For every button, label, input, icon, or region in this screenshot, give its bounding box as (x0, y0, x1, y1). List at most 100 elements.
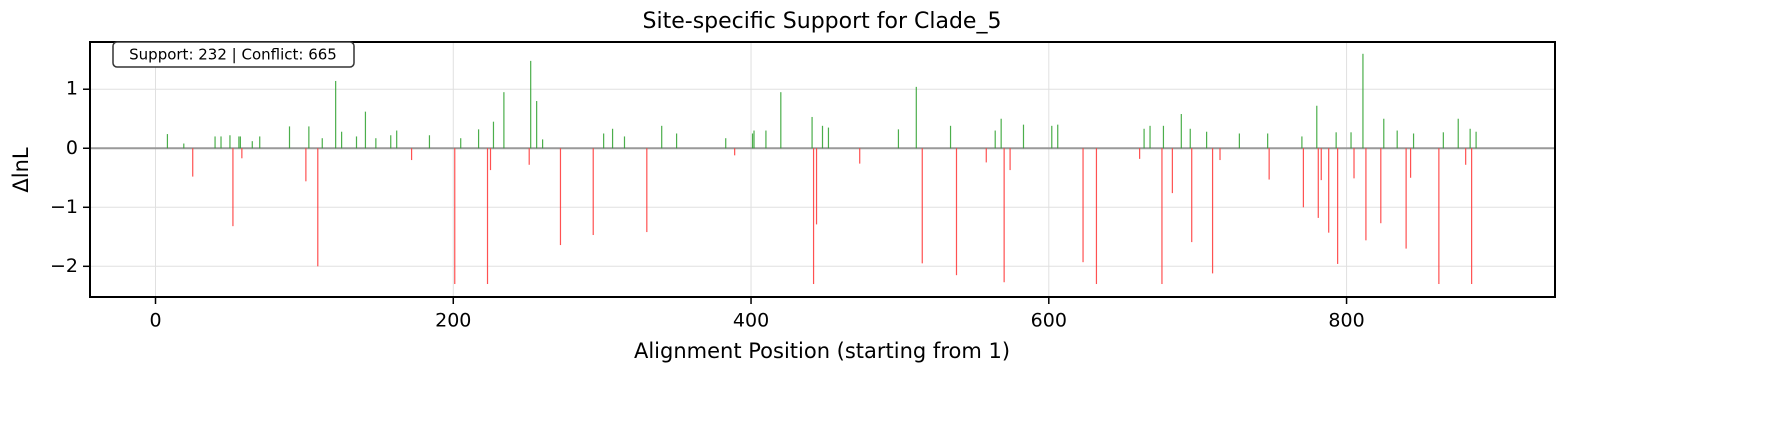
bar (375, 138, 377, 149)
bar (166, 134, 169, 149)
bar (915, 86, 917, 149)
bar (1189, 128, 1191, 149)
bar (1219, 148, 1221, 161)
bar (259, 136, 261, 149)
bar (955, 148, 958, 276)
bar (1139, 148, 1141, 159)
x-axis-label: Alignment Position (starting from 1) (634, 339, 1010, 363)
bar (1267, 133, 1269, 149)
bar (503, 92, 505, 149)
bar (229, 135, 231, 149)
bar (232, 148, 234, 227)
bar (1162, 125, 1165, 149)
bar (1000, 118, 1002, 149)
bar (1475, 131, 1477, 149)
bar (454, 148, 456, 285)
x-tick-label: 400 (733, 310, 769, 332)
bar (364, 111, 367, 149)
bar (753, 130, 755, 149)
bar (1057, 124, 1059, 149)
bar (1171, 148, 1173, 194)
annotation: Support: 232 | Conflict: 665 (112, 41, 355, 68)
bar (390, 135, 392, 149)
bar (1380, 148, 1382, 224)
bar (317, 148, 319, 267)
y-tick-label: −1 (50, 196, 78, 218)
x-tick-label: 800 (1328, 310, 1364, 332)
bar (1337, 148, 1339, 264)
bar (477, 129, 480, 149)
bar (751, 133, 754, 149)
bar (1362, 53, 1364, 149)
bar (428, 135, 431, 149)
bar (410, 148, 413, 161)
bar (305, 148, 307, 182)
bar (241, 148, 243, 159)
bar (811, 116, 813, 149)
bar (1211, 148, 1214, 274)
bar (1301, 136, 1303, 149)
bar (1353, 148, 1355, 179)
bar (675, 133, 678, 149)
bar (985, 148, 987, 163)
y-tick-label: 1 (66, 78, 78, 100)
bar (623, 136, 626, 149)
bar (1469, 128, 1471, 149)
bar (1442, 132, 1444, 149)
bar (611, 128, 614, 149)
bar (214, 136, 216, 149)
bar (1383, 118, 1385, 149)
bar (355, 136, 358, 149)
bar (646, 148, 648, 233)
bar (1471, 148, 1473, 285)
bar (1149, 125, 1151, 149)
bar (1180, 114, 1182, 149)
bar (1350, 132, 1352, 149)
bar (1409, 148, 1412, 178)
chart-title: Site-specific Support for Clade_5 (643, 9, 1002, 34)
bar (251, 141, 253, 149)
bar (308, 126, 310, 149)
bar (1161, 148, 1163, 285)
bar (1396, 130, 1398, 149)
bar (1365, 148, 1367, 241)
bar (335, 80, 337, 149)
bar (341, 131, 343, 149)
annotation-text: Support: 232 | Conflict: 665 (129, 46, 337, 64)
bar (1191, 148, 1193, 243)
bar (897, 129, 900, 149)
bar (592, 148, 594, 236)
bar (1302, 148, 1304, 208)
bar (1317, 148, 1319, 218)
y-tick-label: −2 (50, 255, 78, 277)
bar (192, 148, 194, 177)
bar (859, 148, 861, 164)
bar (530, 60, 532, 149)
bar (1009, 148, 1011, 171)
bar (949, 125, 952, 149)
bar (725, 138, 727, 149)
bar (1320, 148, 1322, 181)
bar (1465, 148, 1467, 165)
bar (1095, 148, 1098, 285)
bar (542, 139, 544, 149)
bar (220, 136, 222, 149)
bar (486, 148, 489, 285)
bar (815, 148, 818, 225)
bar (921, 148, 923, 264)
y-tick-label: 0 (66, 137, 78, 159)
bar (559, 148, 562, 246)
bar (1003, 148, 1005, 283)
bar (821, 125, 824, 149)
bar (1316, 105, 1318, 149)
bar (1405, 148, 1407, 249)
bar (460, 138, 462, 149)
annotation-box (112, 41, 355, 68)
bar (603, 133, 605, 149)
bar (1051, 125, 1053, 149)
bar (1328, 148, 1330, 233)
bar (734, 148, 736, 156)
bar (528, 148, 530, 165)
bar (288, 126, 291, 149)
